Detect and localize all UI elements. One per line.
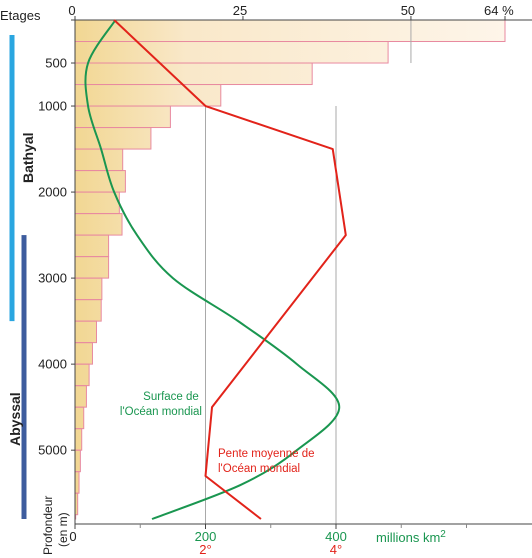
slope-tick-label: 4° bbox=[330, 542, 342, 557]
zone-bar-abyssal bbox=[21, 235, 27, 519]
zone-label-abyssal: Abyssal bbox=[7, 392, 23, 446]
surface-series-label: Surface de l'Océan mondial bbox=[120, 391, 202, 418]
slope-label-line-1: Pente moyenne de bbox=[218, 448, 315, 460]
slope-label-line-2: l'Océan mondial bbox=[218, 463, 300, 475]
depth-axis-title-line-1: Profondeur bbox=[41, 496, 55, 555]
top-tick-label: 50 bbox=[401, 3, 415, 18]
top-tick-label: 25 bbox=[233, 3, 247, 18]
depth-tick-label: 3000 bbox=[38, 271, 67, 286]
depth-axis-title-line-2: (en m) bbox=[56, 512, 70, 547]
zone-bars bbox=[9, 35, 27, 519]
zone-label-bathyal: Bathyal bbox=[20, 132, 36, 183]
bottom-axis-unit-label: millions km2 bbox=[376, 529, 446, 545]
corner-label: Etages bbox=[0, 8, 41, 23]
slope-line bbox=[113, 19, 347, 520]
surface-label-line-1: Surface de bbox=[143, 391, 199, 403]
surface-label-line-2: l'Océan mondial bbox=[120, 406, 202, 418]
surface-line bbox=[84, 19, 341, 520]
slope-tick-label: 2° bbox=[199, 542, 211, 557]
top-tick-label: 0 bbox=[68, 3, 75, 18]
top-axis-end-label: 64 % bbox=[484, 3, 514, 18]
depth-tick-label: 2000 bbox=[38, 185, 67, 200]
depth-tick-label: 4000 bbox=[38, 357, 67, 372]
depth-tick-label: 500 bbox=[45, 56, 67, 71]
bottom-tick-label: 0 bbox=[69, 529, 76, 544]
depth-tick-label: 5000 bbox=[38, 443, 67, 458]
depth-tick-label: 1000 bbox=[38, 99, 67, 114]
bottom-tick-label: 200 bbox=[195, 529, 217, 544]
series-lines bbox=[84, 19, 347, 520]
depth-axis-title: Profondeur (en m) bbox=[41, 492, 70, 555]
unit-superscript: 2 bbox=[440, 529, 446, 540]
unit-text: millions km bbox=[376, 530, 440, 545]
zone-bar-bathyal bbox=[9, 35, 15, 322]
slope-series-label: Pente moyenne de l'Océan mondial bbox=[218, 448, 318, 475]
bottom-tick-label: 400 bbox=[325, 529, 347, 544]
